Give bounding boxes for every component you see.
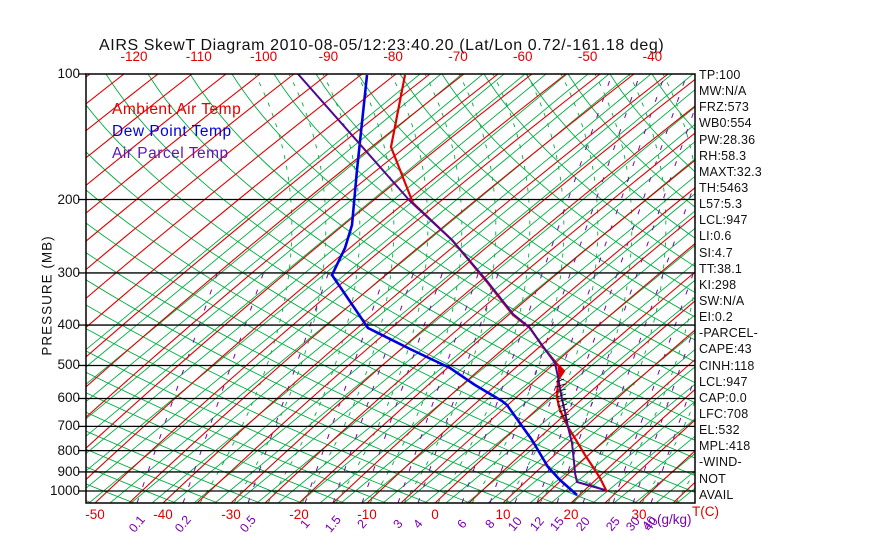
bottom-temp-tick: -20 — [289, 507, 309, 522]
param-line: CAPE:43 — [699, 342, 752, 357]
pressure-tick-200: 200 — [57, 191, 80, 207]
pressure-tick-300: 300 — [57, 264, 80, 280]
bottom-temp-tick: -10 — [357, 507, 377, 522]
parameters-panel: TP:100 MW:N/A FRZ:573 WB0:554 PW:28.36 RH:58.… — [699, 67, 762, 503]
param-line: LI:0.6 — [699, 229, 732, 244]
pressure-tick-900: 900 — [57, 463, 80, 479]
param-line: TT:38.1 — [699, 261, 743, 276]
param-line: SW:N/A — [699, 293, 745, 308]
bottom-temp-tick: -40 — [153, 507, 173, 522]
top-temp-tick: -40 — [642, 49, 663, 64]
param-line: PW:28.36 — [699, 132, 756, 147]
param-line: CINH:118 — [699, 358, 755, 373]
top-temp-tick: -60 — [513, 49, 533, 64]
top-temp-tick: -70 — [448, 49, 468, 64]
param-line: TH:5463 — [699, 180, 749, 195]
temp-unit-label: T(C) — [692, 504, 719, 519]
param-line: NOT — [699, 471, 726, 486]
param-line: -WIND- — [699, 455, 742, 470]
param-line: WB0:554 — [699, 116, 752, 131]
pressure-tick-600: 600 — [57, 390, 80, 406]
curve-air-parcel-temp — [297, 74, 606, 491]
pressure-tick-500: 500 — [57, 357, 80, 373]
param-line: L57:5.3 — [699, 197, 743, 212]
param-line: MPL:418 — [699, 439, 751, 454]
bottom-temp-tick: 10 — [495, 507, 511, 522]
top-temp-tick: -120 — [120, 49, 148, 64]
top-temp-tick: -110 — [185, 49, 212, 64]
param-line: FRZ:573 — [699, 100, 750, 115]
pressure-tick-700: 700 — [57, 418, 80, 434]
top-temp-tick: -90 — [318, 49, 339, 64]
param-line: LFC:708 — [699, 406, 749, 421]
top-temp-tick: -100 — [250, 49, 278, 64]
param-line: LCL:947 — [699, 374, 748, 389]
pressure-axis-label: PRESSURE (MB) — [39, 235, 55, 356]
param-line: SI:4.7 — [699, 245, 733, 260]
top-temp-tick: -80 — [383, 49, 403, 64]
param-line: MW:N/A — [699, 84, 747, 99]
param-line: KI:298 — [699, 277, 737, 292]
param-line: EI:0.2 — [699, 310, 733, 325]
legend-parcel-label: Air Parcel Temp — [112, 145, 229, 162]
chart-title: AIRS SkewT Diagram 2010-08-05/12:23:40.2… — [99, 37, 665, 54]
cape-area — [557, 363, 564, 379]
plot-area — [86, 74, 695, 503]
bottom-temp-tick: -50 — [85, 507, 105, 522]
param-line: CAP:0.0 — [699, 390, 747, 405]
legend-air-parcel-temp: Air Parcel Temp — [112, 145, 229, 163]
param-line: MAXT:32.3 — [699, 164, 762, 179]
legend-ambient-label: Ambient Air Temp — [112, 101, 242, 118]
param-line: AVAIL — [699, 487, 734, 502]
pressure-tick-1000: 1000 — [49, 483, 80, 498]
pressure-tick-800: 800 — [57, 442, 80, 458]
bottom-temp-tick: 0 — [431, 507, 439, 522]
legend-dew-point-temp: Dew Point Temp — [112, 123, 232, 141]
bottom-temp-tick: 30 — [631, 507, 647, 522]
param-line: EL:532 — [699, 423, 740, 438]
mixing-unit-label: (g/kg) — [657, 512, 692, 527]
pressure-tick-100: 100 — [57, 66, 80, 81]
bottom-temp-tick: 20 — [563, 507, 579, 522]
curve-dew-point-temp — [330, 74, 578, 496]
legend-dewpoint-label: Dew Point Temp — [112, 123, 232, 140]
top-temp-tick: -50 — [577, 49, 598, 64]
param-line: -PARCEL- — [699, 326, 759, 341]
bottom-temp-tick: -30 — [221, 507, 241, 522]
param-line: TP:100 — [699, 68, 741, 82]
pressure-tick-400: 400 — [57, 317, 80, 333]
legend-ambient-air-temp: Ambient Air Temp — [112, 101, 241, 119]
param-line: LCL:947 — [699, 213, 748, 228]
plot-frame — [85, 73, 696, 504]
param-line: RH:58.3 — [699, 148, 747, 163]
